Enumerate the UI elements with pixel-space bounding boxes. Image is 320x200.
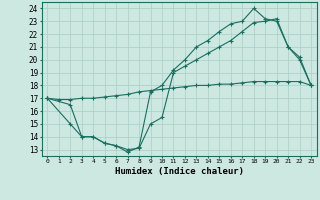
X-axis label: Humidex (Indice chaleur): Humidex (Indice chaleur) bbox=[115, 167, 244, 176]
